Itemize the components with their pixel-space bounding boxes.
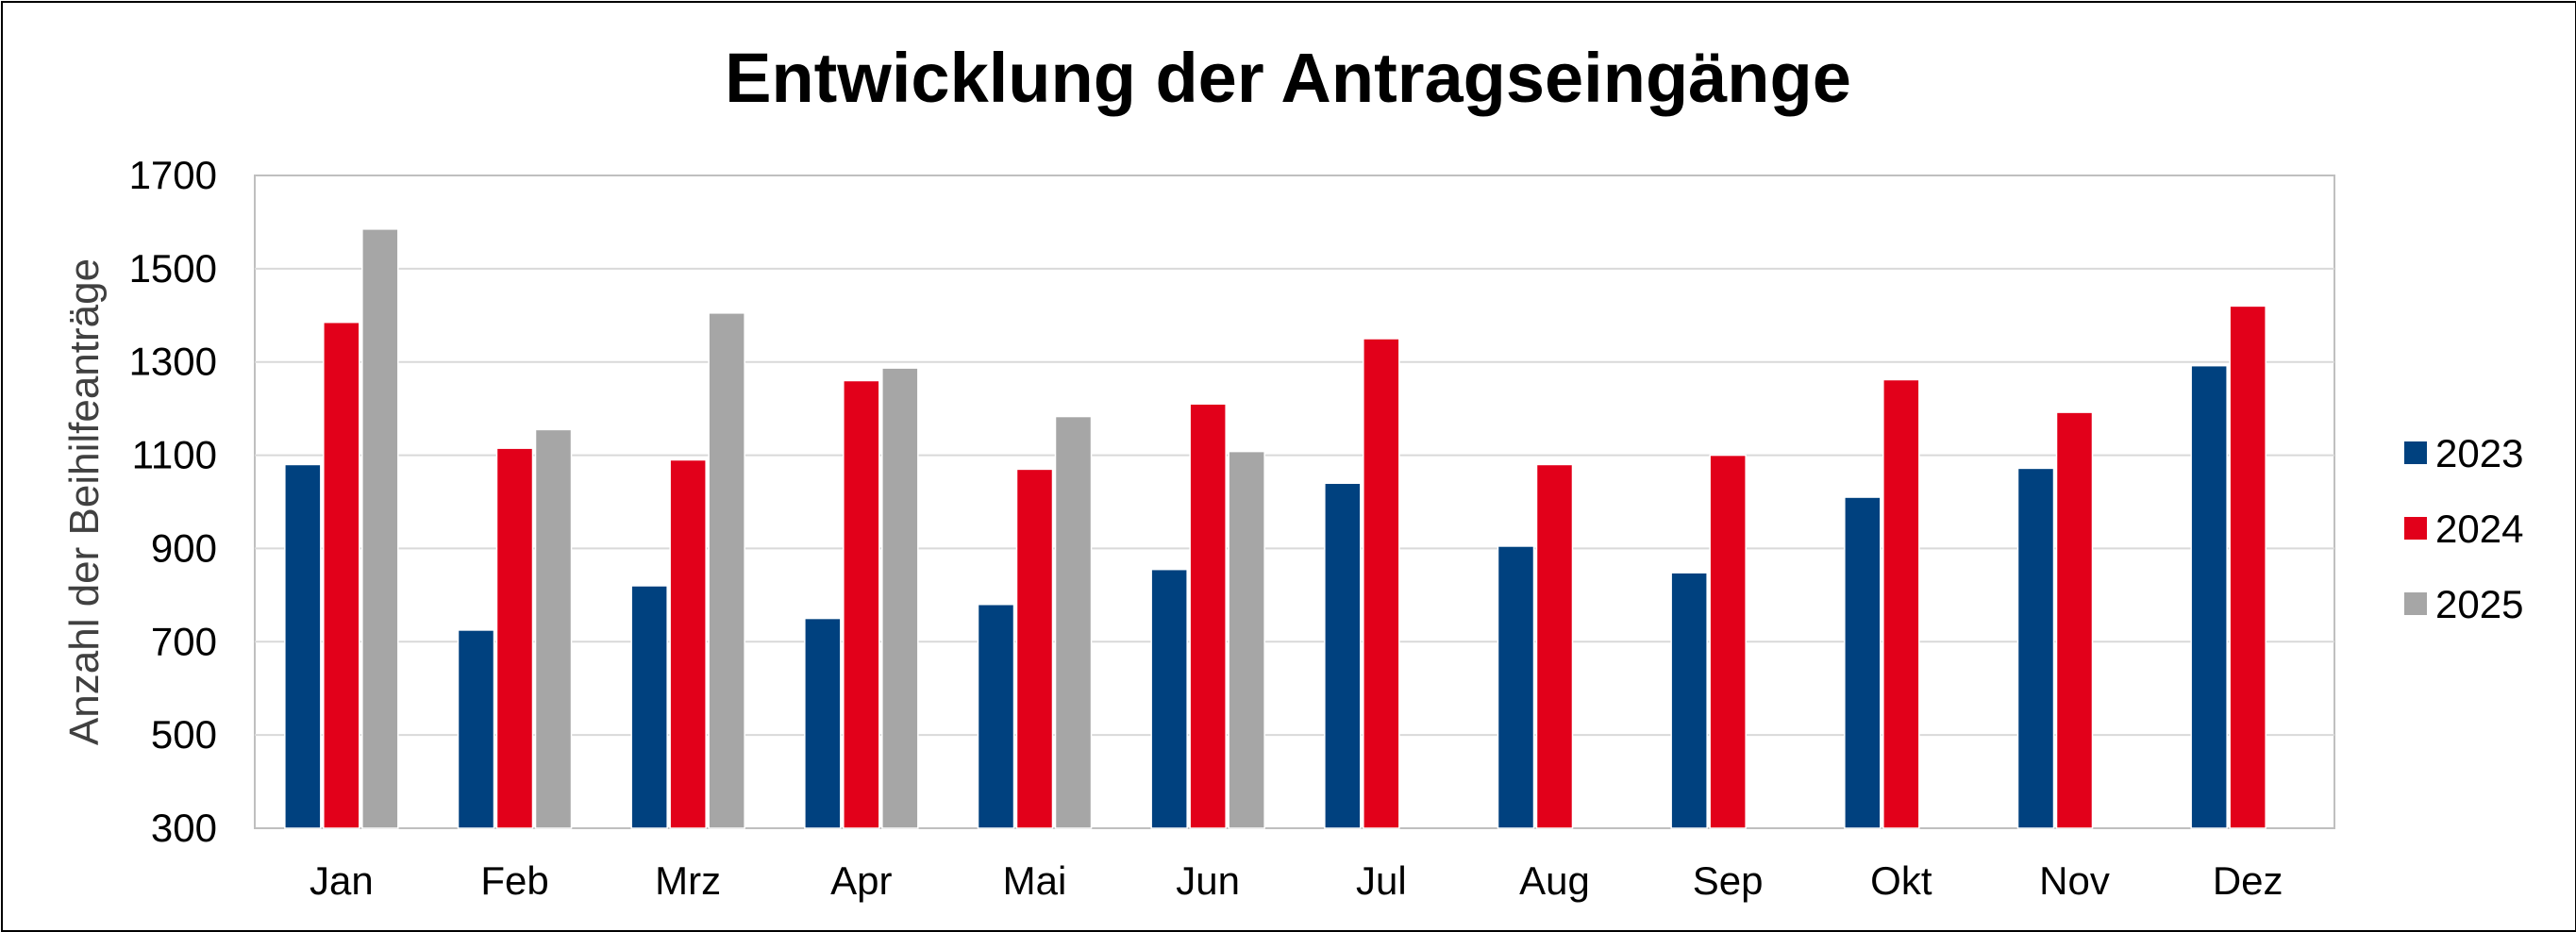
bar-2023-okt: [1844, 496, 1882, 829]
legend-label-2025: 2025: [2435, 582, 2523, 626]
bar-2023-aug: [1497, 545, 1535, 829]
bar-2025-mrz: [708, 312, 745, 829]
bar-2023-mrz: [630, 585, 668, 829]
bar-2024-aug: [1535, 463, 1574, 829]
bar-2024-feb: [495, 447, 534, 829]
bar-2023-nov: [2016, 467, 2055, 829]
bars: [284, 228, 2267, 829]
x-tick-label: Okt: [1870, 858, 1932, 903]
chart-title: Entwicklung der Antragseingänge: [725, 39, 1851, 117]
legend-swatch-2023: [2404, 441, 2427, 464]
bar-2023-mai: [977, 603, 1015, 829]
bar-2024-mrz: [669, 458, 707, 829]
y-tick-label: 1100: [132, 433, 217, 477]
bar-2024-mai: [1015, 468, 1054, 829]
y-tick-label: 1500: [129, 246, 217, 291]
bar-2023-jan: [284, 463, 322, 829]
x-tick-label: Mrz: [655, 858, 721, 903]
y-tick-label: 1700: [129, 153, 217, 197]
bar-2024-jan: [323, 321, 360, 829]
bar-2023-dez: [2190, 364, 2228, 829]
bar-2025-apr: [881, 367, 919, 829]
legend-label-2023: 2023: [2435, 431, 2523, 475]
y-tick-label: 1300: [129, 340, 217, 384]
bar-2024-okt: [1882, 378, 1920, 829]
x-axis-ticks: Jan Feb Mrz Apr Mai Jun Jul Aug Sep Okt Nov Dez: [309, 858, 2283, 903]
legend: 2023 2024 2025: [2404, 431, 2523, 626]
y-tick-label: 500: [151, 712, 217, 757]
y-tick-label: 300: [151, 806, 217, 850]
bar-2024-sep: [1709, 454, 1747, 829]
bar-2023-feb: [457, 629, 495, 829]
bar-2024-nov: [2055, 411, 2094, 829]
legend-label-2024: 2024: [2435, 507, 2523, 551]
x-tick-label: Mai: [1003, 858, 1067, 903]
x-tick-label: Jan: [309, 858, 374, 903]
bar-2023-jul: [1324, 482, 1362, 829]
legend-swatch-2025: [2404, 592, 2427, 615]
bar-2023-sep: [1670, 572, 1708, 829]
bar-2025-feb: [534, 428, 573, 829]
plot-area: [254, 175, 2335, 829]
x-tick-label: Jun: [1176, 858, 1240, 903]
x-tick-label: Aug: [1519, 858, 1590, 903]
legend-swatch-2024: [2404, 517, 2427, 540]
x-tick-label: Feb: [480, 858, 548, 903]
bar-2023-jun: [1150, 568, 1188, 829]
x-tick-label: Sep: [1693, 858, 1764, 903]
y-axis-label: Anzahl der Beihilfeanträge: [61, 258, 108, 745]
bar-2023-apr: [804, 617, 842, 829]
bar-2024-jul: [1363, 338, 1400, 829]
x-tick-label: Dez: [2213, 858, 2283, 903]
y-tick-label: 900: [151, 525, 217, 570]
bar-2024-dez: [2229, 305, 2267, 829]
x-tick-label: Apr: [830, 858, 892, 903]
bar-2025-jan: [361, 228, 399, 829]
bar-2024-jun: [1189, 403, 1227, 829]
y-axis-ticks: 300 500 700 900 1100 1300 1500 1700: [129, 153, 217, 850]
bar-2025-jun: [1228, 450, 1265, 829]
y-tick-label: 700: [151, 619, 217, 663]
gridlines: [255, 267, 2334, 737]
x-tick-label: Jul: [1356, 858, 1407, 903]
bar-2024-apr: [843, 379, 880, 829]
bar-2025-mai: [1054, 415, 1093, 829]
x-tick-label: Nov: [2039, 858, 2110, 903]
